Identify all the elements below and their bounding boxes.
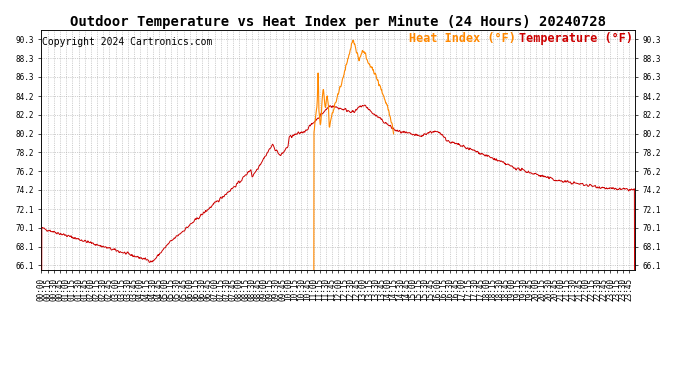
- Title: Outdoor Temperature vs Heat Index per Minute (24 Hours) 20240728: Outdoor Temperature vs Heat Index per Mi…: [70, 15, 606, 29]
- Text: Heat Index (°F): Heat Index (°F): [409, 32, 516, 45]
- Text: Temperature (°F): Temperature (°F): [519, 32, 633, 45]
- Text: Copyright 2024 Cartronics.com: Copyright 2024 Cartronics.com: [42, 37, 213, 47]
